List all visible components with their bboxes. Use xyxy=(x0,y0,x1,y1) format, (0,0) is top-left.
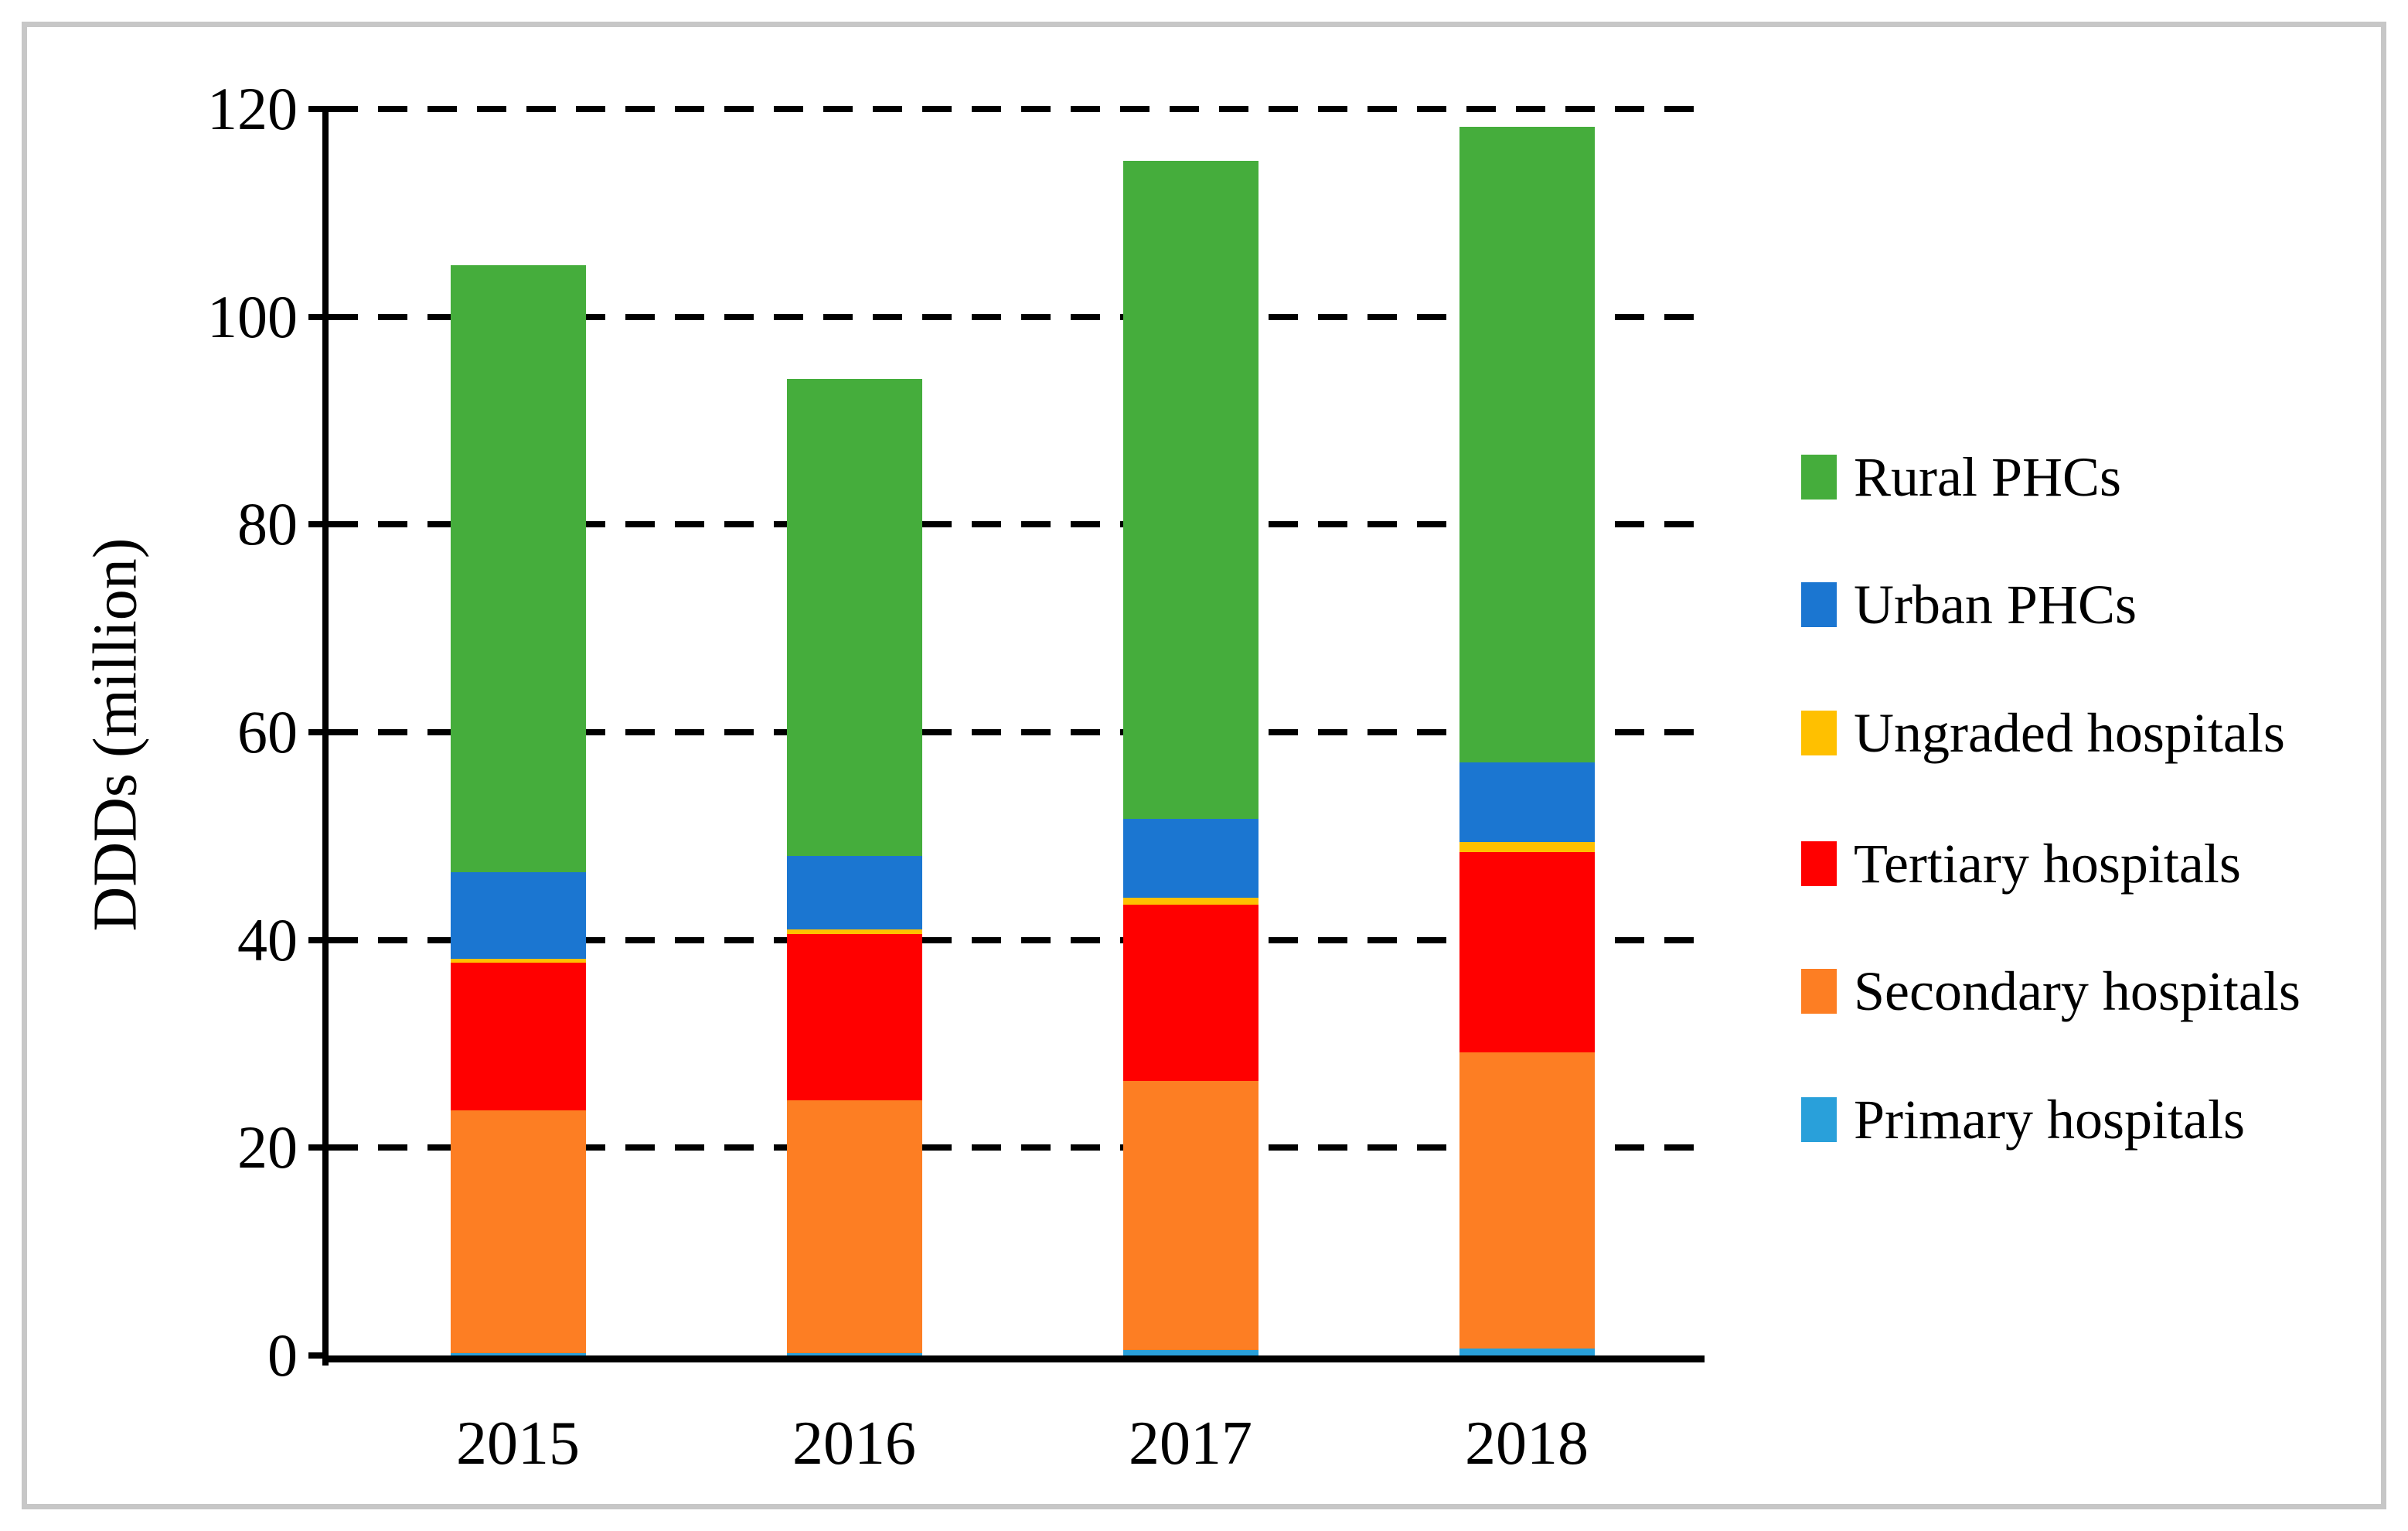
y-tick-80 xyxy=(308,521,329,528)
legend-swatch-tertiary-hospitals xyxy=(1801,841,1837,886)
bar-2017 xyxy=(1122,161,1258,1355)
y-tick-label-100: 100 xyxy=(207,282,298,350)
legend-swatch-primary-hospitals xyxy=(1801,1097,1837,1142)
legend-label-tertiary-hospitals: Tertiary hospitals xyxy=(1854,833,2241,895)
bar-2018-secondary-hospitals-segment xyxy=(1459,1052,1595,1349)
legend-item-primary-hospitals: Primary hospitals xyxy=(1801,1085,2245,1154)
x-tick-label-2018: 2018 xyxy=(1465,1410,1589,1478)
bar-2018 xyxy=(1459,126,1595,1355)
bar-2016-secondary-hospitals-segment xyxy=(786,1100,922,1354)
legend-label-rural-phcs: Rural PHCs xyxy=(1854,446,2122,508)
bar-2016-ungraded-hospitals-segment xyxy=(786,929,922,934)
bar-2018-urban-phcs-segment xyxy=(1459,762,1595,843)
bar-2017-secondary-hospitals-segment xyxy=(1122,1081,1258,1351)
bar-2016 xyxy=(786,379,922,1355)
y-tick-label-120: 120 xyxy=(207,75,298,142)
legend-label-urban-phcs: Urban PHCs xyxy=(1854,574,2137,636)
y-tick-label-20: 20 xyxy=(237,1113,298,1181)
bar-2016-rural-phcs-segment xyxy=(786,379,922,856)
bar-2015-secondary-hospitals-segment xyxy=(450,1110,586,1354)
gridline-80 xyxy=(329,521,1705,528)
figure-border xyxy=(22,22,2386,1509)
y-tick-0 xyxy=(308,1352,329,1359)
legend-label-secondary-hospitals: Secondary hospitals xyxy=(1854,960,2301,1022)
y-tick-label-40: 40 xyxy=(237,905,298,973)
legend-item-rural-phcs: Rural PHCs xyxy=(1801,442,2121,512)
gridline-120 xyxy=(329,106,1705,112)
gridline-40 xyxy=(329,936,1705,943)
bar-2017-urban-phcs-segment xyxy=(1122,818,1258,898)
y-tick-100 xyxy=(308,313,329,320)
bar-2018-primary-hospitals-segment xyxy=(1459,1348,1595,1355)
x-tick-label-2015: 2015 xyxy=(456,1410,580,1478)
legend-item-secondary-hospitals: Secondary hospitals xyxy=(1801,956,2301,1026)
bar-2018-rural-phcs-segment xyxy=(1459,126,1595,762)
bar-2015 xyxy=(450,264,586,1355)
y-tick-label-80: 80 xyxy=(237,490,298,558)
y-axis-line xyxy=(322,106,329,1366)
y-tick-120 xyxy=(308,106,329,112)
legend-swatch-rural-phcs xyxy=(1801,455,1837,500)
legend-label-primary-hospitals: Primary hospitals xyxy=(1854,1089,2245,1151)
legend-item-ungraded-hospitals: Ungraded hospitals xyxy=(1801,698,2285,768)
bar-2017-tertiary-hospitals-segment xyxy=(1122,905,1258,1082)
bar-2015-primary-hospitals-segment xyxy=(450,1353,586,1355)
bar-2018-ungraded-hospitals-segment xyxy=(1459,842,1595,852)
legend-item-tertiary-hospitals: Tertiary hospitals xyxy=(1801,829,2241,898)
bar-2015-rural-phcs-segment xyxy=(450,264,586,873)
legend-item-urban-phcs: Urban PHCs xyxy=(1801,570,2137,639)
bar-2016-primary-hospitals-segment xyxy=(786,1353,922,1355)
bar-2018-tertiary-hospitals-segment xyxy=(1459,851,1595,1052)
bar-2015-urban-phcs-segment xyxy=(450,872,586,959)
bar-2016-tertiary-hospitals-segment xyxy=(786,933,922,1100)
x-axis-line xyxy=(322,1355,1705,1362)
gridline-60 xyxy=(329,729,1705,735)
legend-swatch-ungraded-hospitals xyxy=(1801,711,1837,755)
legend-swatch-secondary-hospitals xyxy=(1801,969,1837,1014)
legend-swatch-urban-phcs xyxy=(1801,582,1837,627)
y-tick-label-0: 0 xyxy=(267,1321,298,1389)
bar-2015-tertiary-hospitals-segment xyxy=(450,963,586,1110)
bar-2017-ungraded-hospitals-segment xyxy=(1122,897,1258,905)
bar-2017-rural-phcs-segment xyxy=(1122,161,1258,819)
gridline-100 xyxy=(329,313,1705,320)
x-tick-label-2016: 2016 xyxy=(792,1410,916,1478)
y-tick-60 xyxy=(308,729,329,735)
bar-2017-primary-hospitals-segment xyxy=(1122,1350,1258,1355)
bar-2016-urban-phcs-segment xyxy=(786,855,922,930)
gridline-20 xyxy=(329,1144,1705,1151)
y-tick-40 xyxy=(308,936,329,943)
bar-2015-ungraded-hospitals-segment xyxy=(450,958,586,963)
legend-label-ungraded-hospitals: Ungraded hospitals xyxy=(1854,702,2285,764)
x-tick-label-2017: 2017 xyxy=(1129,1410,1252,1478)
y-tick-label-60: 60 xyxy=(237,698,298,766)
y-tick-20 xyxy=(308,1144,329,1151)
